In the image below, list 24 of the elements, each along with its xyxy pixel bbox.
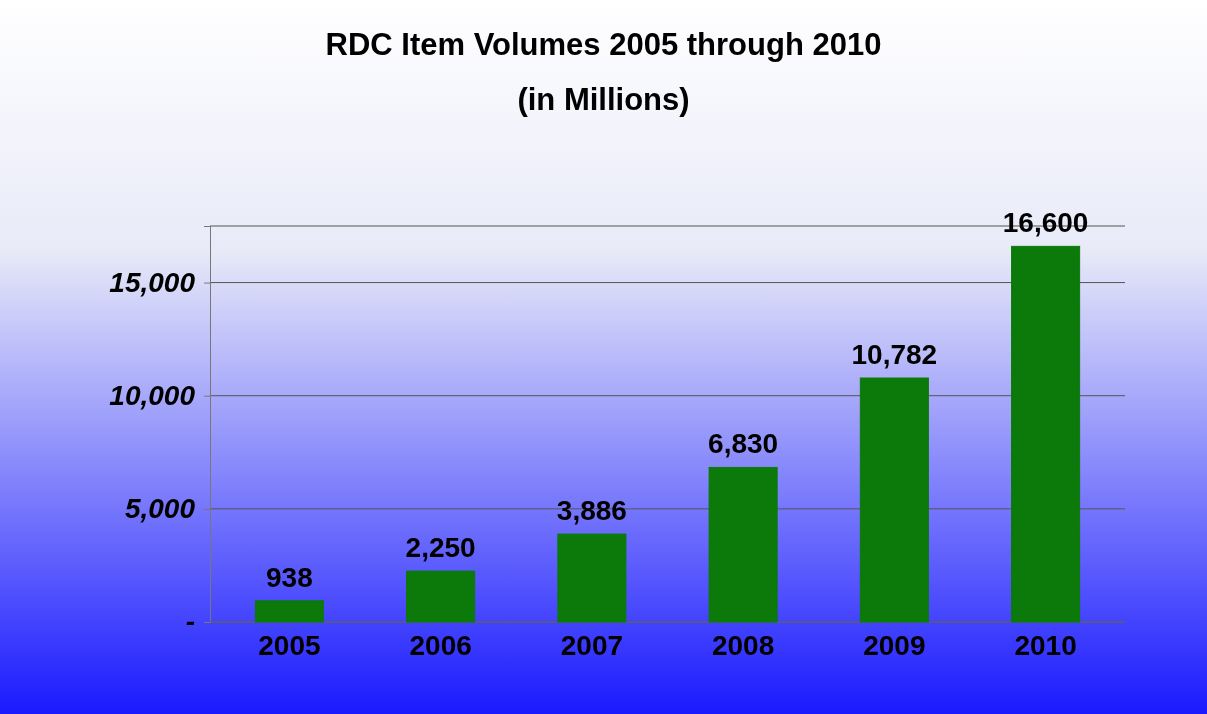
x-tick-label: 2006: [409, 630, 472, 661]
bar: [859, 377, 929, 623]
y-tick-label: 15,000: [109, 267, 196, 299]
y-tick-label: 10,000: [109, 380, 196, 412]
bar: [708, 466, 778, 623]
data-label: 2,250: [405, 532, 476, 564]
data-label: 16,600: [1002, 207, 1089, 239]
bar: [557, 533, 627, 623]
data-label: 3,886: [556, 495, 627, 527]
y-tick-label: 5,000: [124, 493, 196, 525]
chart-subtitle: (in Millions): [517, 82, 690, 117]
bar: [254, 600, 324, 623]
chart-title: RDC Item Volumes 2005 through 2010: [325, 27, 882, 62]
data-label: 6,830: [708, 428, 779, 460]
bar: [406, 570, 476, 623]
x-tick-label: 2009: [863, 630, 926, 661]
y-tick-label: -: [185, 606, 195, 638]
bar: [1011, 245, 1081, 623]
x-tick-label: 2005: [258, 630, 321, 661]
data-label: 938: [266, 561, 313, 593]
x-tick-label: 2007: [560, 630, 624, 661]
data-label: 10,782: [851, 339, 938, 371]
x-tick-label: 2008: [711, 630, 775, 661]
x-tick-label: 2010: [1014, 630, 1077, 661]
